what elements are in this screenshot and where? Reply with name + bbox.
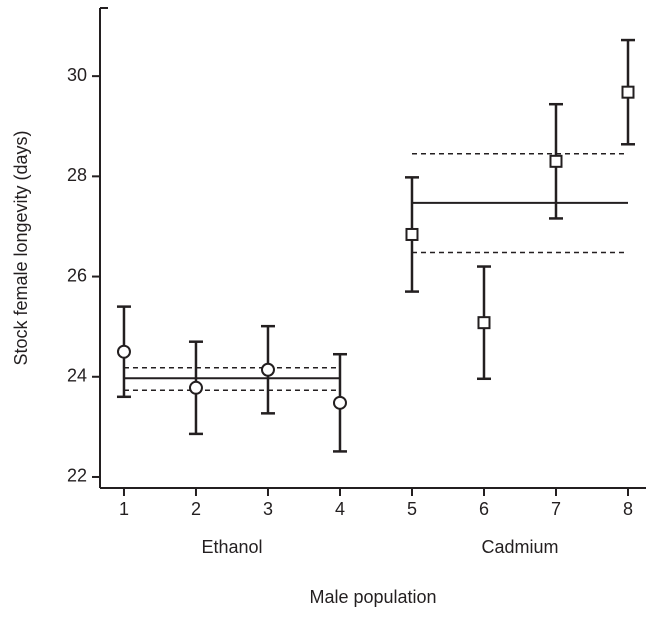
y-tick-label: 26 [67, 265, 87, 285]
y-tick-label: 24 [67, 366, 87, 386]
point [260, 362, 275, 377]
point [116, 344, 131, 359]
group-label: Cadmium [481, 537, 558, 557]
y-tick-label: 28 [67, 165, 87, 185]
x-axis-label: Male population [309, 587, 436, 607]
point [188, 380, 203, 395]
y-tick-label: 30 [67, 65, 87, 85]
group-label: Ethanol [201, 537, 262, 557]
x-tick-label: 5 [407, 499, 417, 519]
x-tick-label: 6 [479, 499, 489, 519]
x-tick-label: 7 [551, 499, 561, 519]
point [332, 395, 347, 410]
y-tick-label: 22 [67, 466, 87, 486]
y-axis-label: Stock female longevity (days) [11, 130, 31, 365]
point [621, 85, 635, 99]
point [405, 227, 419, 241]
x-tick-label: 3 [263, 499, 273, 519]
point [549, 154, 563, 168]
x-tick-label: 2 [191, 499, 201, 519]
x-tick-label: 8 [623, 499, 633, 519]
x-tick-label: 4 [335, 499, 345, 519]
point [477, 316, 491, 330]
x-tick-label: 1 [119, 499, 129, 519]
